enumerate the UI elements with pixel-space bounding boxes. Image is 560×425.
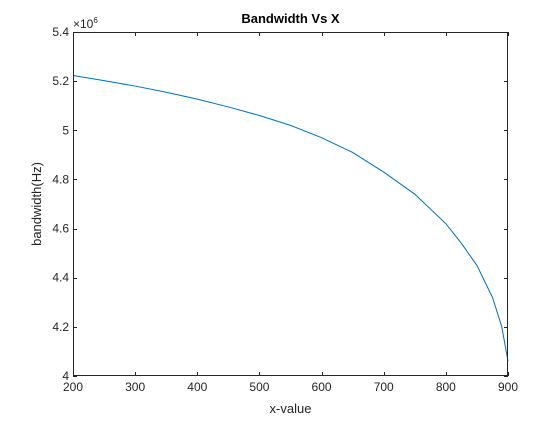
x-tick-label: 600 [312,380,332,394]
y-axis-label: bandwidth(Hz) [29,162,44,246]
plot-area [73,32,508,376]
y-tick-label: 4.8 [52,172,69,186]
x-tick-label: 200 [63,380,83,394]
axes-box [73,32,508,376]
x-tick-label: 800 [436,380,456,394]
axes-layer: 200 300 400 500 600 700 800 900 4 4.2 4.4 4.6 4.8 5 5.… [52,25,518,394]
chart-title: Bandwidth Vs X [241,11,340,26]
y-tick-label: 4.6 [52,222,69,236]
y-tick-label: 4 [62,369,69,383]
y-tick-label: 4.2 [52,320,69,334]
x-axis-label: x-value [270,401,312,416]
x-tick-label: 900 [498,380,518,394]
x-tick-label: 700 [374,380,394,394]
x-tick-label: 500 [249,380,269,394]
y-tick-label: 5.4 [52,25,69,39]
y-tick-label: 4.4 [52,271,69,285]
x-tick-label: 300 [125,380,145,394]
y-axis-exponent-base: ×10 [73,17,94,31]
y-tick-label: 5 [62,123,69,137]
series-line-0 [72,74,509,362]
x-tick-label: 400 [187,380,207,394]
y-tick-label: 5.2 [52,74,69,88]
y-axis-exponent: ×106 [73,16,98,31]
y-axis-exponent-power: 6 [93,16,98,25]
series-layer [72,74,509,362]
